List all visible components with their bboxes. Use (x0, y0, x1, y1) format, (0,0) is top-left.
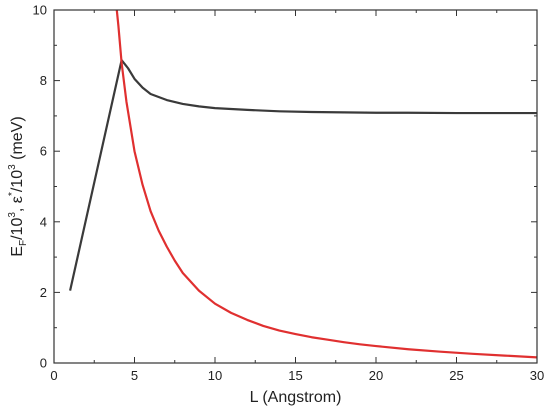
x-tick-label: 0 (50, 368, 57, 383)
series-line-2 (115, 10, 537, 359)
x-tick-label: 30 (530, 368, 544, 383)
y-tick-label: 6 (40, 144, 47, 159)
series-line-1 (69, 59, 537, 291)
x-tick-label: 15 (288, 368, 302, 383)
y-tick-label: 4 (40, 214, 47, 229)
x-axis-ticks: 0 5 10 15 20 25 30 (50, 10, 544, 383)
y-title-subscript: F (18, 240, 29, 246)
x-tick-label: 25 (449, 368, 463, 383)
x-tick-label: 5 (131, 368, 138, 383)
x-tick-label: 20 (369, 368, 383, 383)
y-title-superscript: * (7, 192, 18, 196)
plot-frame (53, 9, 538, 364)
y-title-part: /10 (9, 170, 26, 192)
y-title-part: E (9, 246, 26, 257)
y-title-superscript: 3 (7, 164, 18, 170)
series-layer (69, 10, 537, 359)
y-tick-label: 2 (40, 285, 47, 300)
y-axis-ticks: 0 2 4 6 8 10 (33, 3, 537, 371)
y-tick-label: 0 (40, 356, 47, 371)
y-tick-label: 10 (33, 3, 47, 18)
y-title-part: (meV) (9, 116, 26, 164)
y-tick-label: 8 (40, 73, 47, 88)
x-tick-label: 10 (208, 368, 222, 383)
y-title-part: , ε (9, 196, 26, 212)
y-title-part: /10 (9, 218, 26, 240)
y-axis-title: EF/103, ε*/103 (meV) (7, 116, 29, 256)
x-axis-title: L (Angstrom) (250, 389, 342, 406)
y-title-superscript: 3 (7, 212, 18, 218)
